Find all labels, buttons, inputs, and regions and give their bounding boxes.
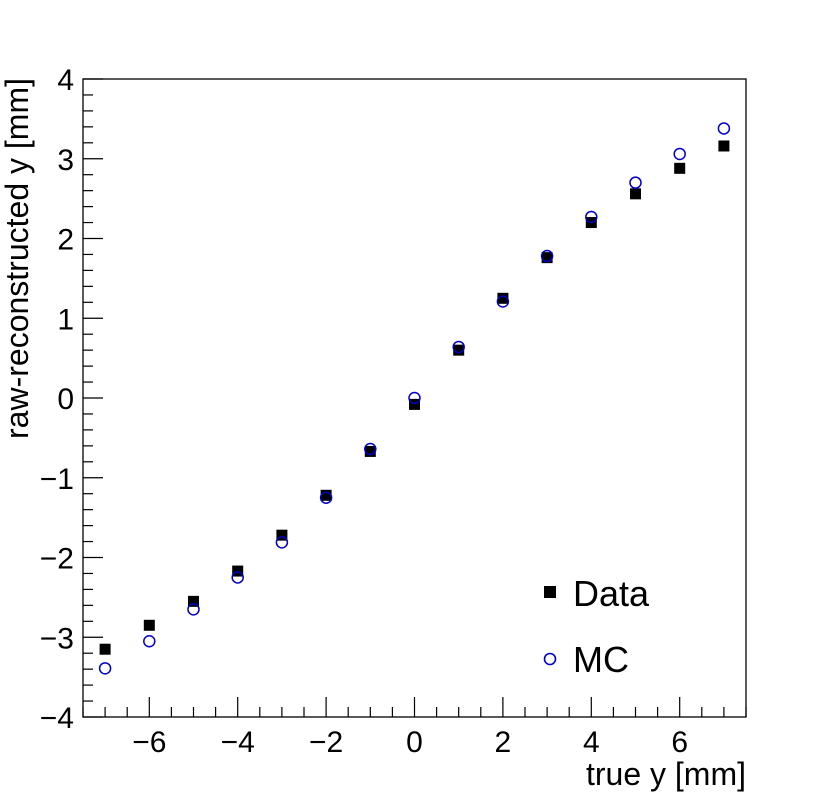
data-point (320, 489, 332, 501)
data-point (276, 529, 288, 541)
data-point (364, 445, 376, 457)
mc-point (231, 571, 244, 584)
y-axis-title: raw-reconstructed y [mm] (0, 78, 35, 439)
data-point (674, 162, 686, 174)
y-tick-label: 4 (57, 64, 74, 97)
y-tick-label: −1 (40, 463, 74, 496)
x-tick-label: 6 (671, 726, 688, 759)
data-point (409, 398, 420, 410)
mc-point (319, 491, 333, 504)
data-point (143, 619, 155, 631)
mc-point (187, 603, 200, 616)
data-point (497, 292, 509, 304)
y-tick-label: 1 (57, 303, 74, 336)
mc-point (496, 295, 510, 308)
data-point (99, 643, 111, 655)
data-point (453, 344, 465, 356)
mc-point (717, 122, 731, 135)
y-tick-label: 2 (57, 224, 74, 257)
data-point (718, 140, 730, 152)
mc-point (143, 634, 156, 648)
legend-label-mc: MC (573, 639, 629, 680)
x-tick-label: −4 (221, 726, 255, 759)
axes-frame (82, 78, 747, 718)
legend-label-data: Data (573, 573, 650, 614)
mc-point (452, 340, 465, 354)
x-tick-label: −6 (132, 726, 166, 759)
y-tick-label: −3 (40, 622, 74, 655)
x-tick-label: 2 (495, 726, 512, 759)
data-point (188, 595, 199, 607)
y-tick-label: −4 (40, 702, 74, 735)
legend-marker-data (544, 586, 556, 598)
x-axis-title: true y [mm] (586, 756, 746, 792)
mc-point (408, 391, 421, 405)
mc-point (585, 210, 598, 224)
mc-point (540, 249, 554, 263)
y-tick-label: 0 (57, 383, 74, 416)
mc-point (364, 442, 377, 456)
legend-marker-mc (543, 652, 557, 666)
legend: Data MC (543, 573, 650, 680)
x-tick-label: 4 (583, 726, 600, 759)
data-points (98, 122, 731, 675)
data-point (630, 188, 641, 200)
x-tick-label: −2 (309, 726, 343, 759)
y-tick-label: −2 (40, 543, 74, 576)
tick-labels: −6 −4 −2 0 2 4 6 −4 −3 −2 −1 0 1 2 3 4 (40, 64, 688, 759)
y-tick-label: 3 (57, 144, 74, 177)
data-point (232, 565, 244, 577)
plot-frame (82, 78, 747, 718)
mc-point (275, 536, 289, 549)
data-point (541, 252, 553, 264)
axis-ticks (82, 78, 747, 718)
x-tick-label: 0 (406, 726, 423, 759)
mc-point (673, 147, 686, 161)
mc-point (98, 662, 112, 675)
mc-point (629, 176, 642, 189)
